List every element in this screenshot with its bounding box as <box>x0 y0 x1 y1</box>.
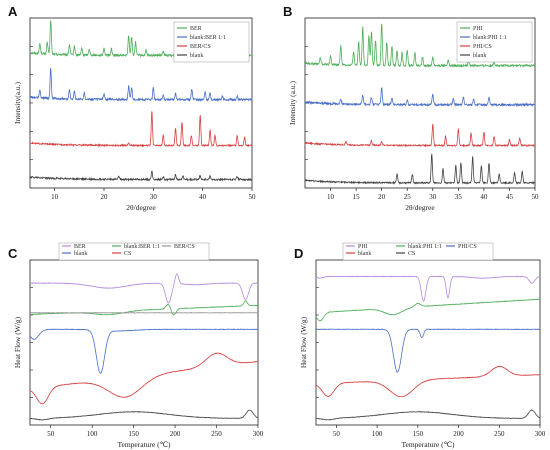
series-line <box>304 87 536 108</box>
x-tick-label: 30 <box>429 193 437 201</box>
x-tick-label: 200 <box>170 430 181 438</box>
legend-entry: PHI/CS <box>473 44 492 50</box>
series-line <box>29 311 259 314</box>
x-axis-label: Temperature (℃) <box>401 440 455 449</box>
x-tick-label: 20 <box>378 193 386 201</box>
x-tick-label: 100 <box>372 430 383 438</box>
legend-entry: PHI <box>473 26 483 32</box>
x-tick-label: 40 <box>199 193 207 201</box>
legend-entry: BER <box>190 26 202 32</box>
panel-b: B 10 15 20 25 30 35 40 45 50 2θ/degree Intensity (a… <box>283 4 539 212</box>
series-line <box>304 123 536 148</box>
legend-entry: blank:BER 1:1 <box>124 244 160 250</box>
panel-c: C 50 100 150 200 250 300 Temperature (℃) Heat Fl… <box>8 242 264 449</box>
x-tick-label: 250 <box>494 430 505 438</box>
x-tick-label: 150 <box>128 430 139 438</box>
plot-frame <box>315 259 541 426</box>
x-tick-label: 35 <box>455 193 463 201</box>
panel-letter: D <box>294 246 303 261</box>
x-tick-label: 25 <box>404 193 412 201</box>
series-line <box>315 328 541 374</box>
series-line <box>315 365 541 398</box>
legend-entry: blank <box>473 53 486 59</box>
x-tick-label: 45 <box>506 193 514 201</box>
legend-entry: PHI/CS <box>458 244 477 250</box>
x-tick-label: 200 <box>453 430 464 438</box>
panel-d: D 50 100 150 200 250 300 Temperature (℃) Heat Fl… <box>294 242 546 449</box>
x-tick-label: 100 <box>87 430 98 438</box>
series-line <box>29 328 259 374</box>
x-tick-label: 300 <box>253 430 264 438</box>
x-tick-label: 50 <box>47 430 55 438</box>
x-tick-label: 250 <box>211 430 222 438</box>
x-tick-label: 50 <box>333 430 341 438</box>
legend-entry: blank:PHI 1:1 <box>473 35 507 41</box>
x-tick-label: 40 <box>480 193 488 201</box>
series-line <box>29 409 259 421</box>
x-tick-label: 150 <box>413 430 424 438</box>
legend-entry: blank <box>74 251 87 257</box>
panel-letter: C <box>8 246 18 261</box>
x-axis-label: 2θ/degree <box>405 203 435 212</box>
y-axis-label: Heat Flow (W/g) <box>13 316 22 368</box>
panel-letter: B <box>283 4 292 19</box>
legend-entry: blank:PHI 1:1 <box>408 244 442 250</box>
x-tick-label: 10 <box>51 193 59 201</box>
series-line <box>315 298 541 322</box>
x-tick-label: 50 <box>532 193 540 201</box>
y-axis-label: Intensity (a.u.) <box>288 81 297 125</box>
series-line <box>304 23 536 68</box>
x-tick-label: 50 <box>249 193 257 201</box>
series-line <box>304 153 536 185</box>
x-tick-label: 300 <box>535 430 546 438</box>
x-tick-label: 10 <box>327 193 335 201</box>
series-line <box>29 273 259 304</box>
x-axis-label: 2θ/degree <box>126 203 156 212</box>
series-line <box>315 275 541 302</box>
legend <box>342 242 494 261</box>
series-line <box>29 67 253 103</box>
legend-entry: CS <box>408 251 415 257</box>
y-axis-label: Heat Flow (W/g) <box>299 316 308 368</box>
x-tick-label: 15 <box>353 193 361 201</box>
legend-entry: BER <box>74 244 86 250</box>
series-line <box>29 111 253 148</box>
legend-entry: BER/CS <box>174 244 195 250</box>
legend-entry: blank <box>358 251 371 257</box>
y-axis-label: Intensity(a.u.) <box>13 81 22 124</box>
x-tick-label: 20 <box>101 193 109 201</box>
legend-entry: blank:BER 1:1 <box>190 35 226 41</box>
x-tick-label: 30 <box>150 193 158 201</box>
series-line <box>29 352 259 405</box>
legend-entry: CS <box>124 251 131 257</box>
legend-entry: BER/CS <box>190 44 211 50</box>
legend-entry: PHI <box>358 244 368 250</box>
legend <box>58 242 210 261</box>
plot-frame <box>29 259 259 426</box>
panel-letter: A <box>8 4 18 19</box>
legend-entry: blank <box>190 53 203 59</box>
panel-a: A 10 20 30 40 50 2θ/degree Intensity(a.u.) BER bl… <box>8 4 256 212</box>
series-line <box>315 409 541 421</box>
x-axis-label: Temperature (℃) <box>117 440 171 449</box>
series-line <box>29 170 253 182</box>
